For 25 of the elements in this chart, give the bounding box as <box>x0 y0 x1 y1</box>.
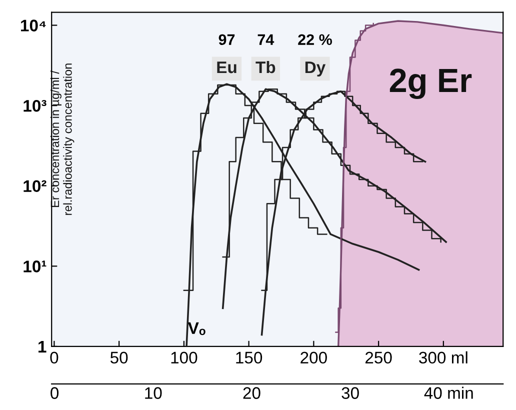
annotation: 74 <box>258 34 274 45</box>
x2-tick-label: 40 min <box>424 386 473 399</box>
x-tick-label: 0 <box>50 352 58 364</box>
x-tick-label: 300 ml <box>419 351 468 364</box>
series-label: Tb <box>256 60 276 74</box>
x-tick-label: 50 <box>110 352 128 364</box>
series-label: Eu <box>217 62 236 74</box>
annotation: Vₒ <box>188 322 206 336</box>
x-tick-label: 100 <box>171 352 198 364</box>
x-tick-label: 200 <box>300 352 327 364</box>
x-tick-label: 150 <box>236 352 262 364</box>
y-tick-label: 10⁴ <box>21 20 46 32</box>
x2-tick-label: 10 <box>145 387 162 399</box>
y-tick-label: 10¹ <box>24 260 46 272</box>
annotation: 97 <box>218 34 235 46</box>
y-tick-label: 1 <box>38 341 46 352</box>
series-label: Dy <box>305 62 326 77</box>
y-tick-label: 10² <box>24 180 46 192</box>
x-tick-label: 250 <box>365 352 392 364</box>
x2-tick-label: 20 <box>243 387 260 399</box>
series-label: 2g Er <box>390 68 472 100</box>
x2-tick-label: 0 <box>50 387 59 399</box>
y-tick-label: 10³ <box>24 100 46 112</box>
annotation: 22 % <box>298 34 332 46</box>
x2-tick-label: 30 <box>342 387 359 399</box>
